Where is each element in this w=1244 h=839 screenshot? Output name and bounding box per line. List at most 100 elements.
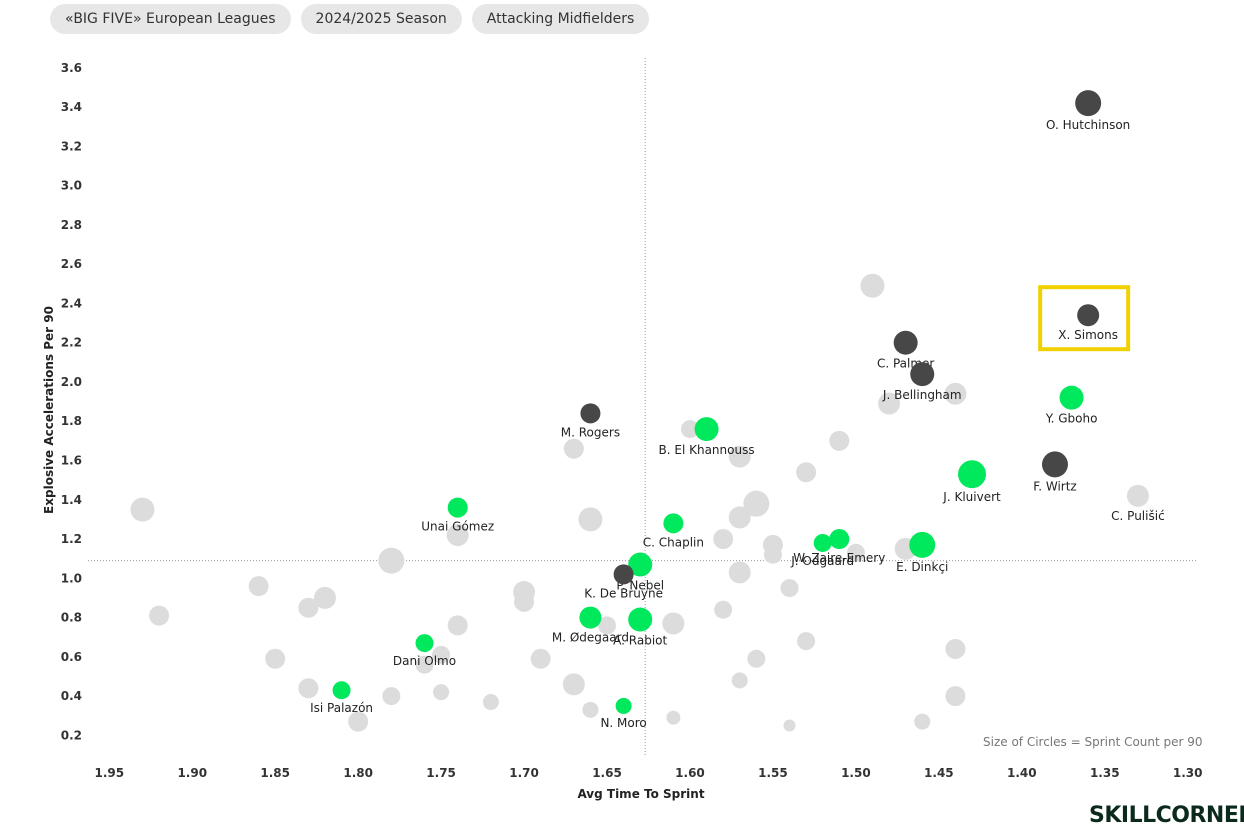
background-point: [797, 632, 816, 651]
y-tick-label: 0.2: [61, 728, 82, 742]
player-label: J. Kluivert: [942, 490, 1001, 504]
background-point: [562, 673, 585, 696]
player-label: B. El Khannouss: [659, 443, 755, 457]
background-point: [829, 430, 850, 451]
background-point: [530, 648, 551, 669]
player-label: C. Pulišić: [1111, 509, 1165, 523]
background-point: [598, 616, 617, 635]
background-point: [298, 678, 319, 699]
background-point: [265, 648, 286, 669]
background-point: [945, 638, 966, 659]
y-tick-label: 0.8: [61, 611, 82, 625]
player-label: Dani Olmo: [393, 654, 456, 668]
axes: 3.6 3.4 3.2 3.0 2.8 2.6 2.4 2.2 2.0 1.8 1.6 1.4 1.2 1…: [61, 61, 1203, 780]
x-tick-label: 1.70: [509, 766, 539, 780]
player-label: J. Bellingham: [882, 388, 962, 402]
player-label: Unai Gómez: [421, 520, 494, 534]
y-tick-label: 3.0: [61, 179, 82, 193]
player-point[interactable]: [663, 513, 684, 534]
reference-lines: [88, 58, 1196, 755]
player-label: K. De Bruyne: [584, 586, 663, 600]
y-tick-label: 2.2: [61, 336, 82, 350]
background-point: [780, 579, 799, 598]
y-tick-label: 1.0: [61, 571, 82, 585]
background-point: [298, 597, 319, 618]
size-legend-note: Size of Circles = Sprint Count per 90: [983, 735, 1203, 749]
background-point: [378, 547, 405, 574]
background-point: [763, 545, 782, 564]
x-tick-label: 1.45: [924, 766, 954, 780]
player-point[interactable]: [332, 681, 351, 700]
player-point[interactable]: [1075, 90, 1102, 117]
background-point: [447, 615, 468, 636]
x-tick-label: 1.65: [592, 766, 622, 780]
player-point[interactable]: [1041, 451, 1068, 478]
x-tick-label: 1.75: [426, 766, 456, 780]
player-point[interactable]: [1059, 385, 1084, 410]
player-point[interactable]: [628, 552, 653, 577]
player-point[interactable]: [628, 607, 653, 632]
player-point[interactable]: [580, 403, 601, 424]
background-point: [433, 684, 450, 701]
background-point: [382, 687, 401, 706]
background-point: [731, 672, 748, 689]
background-point: [248, 576, 269, 597]
background-point: [432, 645, 451, 664]
background-point: [728, 506, 751, 529]
x-tick-label: 1.55: [758, 766, 788, 780]
player-point[interactable]: [910, 362, 935, 387]
y-tick-label: 1.2: [61, 532, 82, 546]
y-tick-label: 3.6: [61, 61, 82, 75]
player-point[interactable]: [829, 529, 850, 550]
background-point: [860, 273, 885, 298]
background-point: [728, 561, 751, 584]
player-point[interactable]: [447, 497, 468, 518]
background-point: [578, 507, 603, 532]
player-point[interactable]: [415, 634, 434, 653]
filter-chip-position[interactable]: Attacking Midfielders: [471, 4, 650, 34]
filter-chip-season[interactable]: 2024/2025 Season: [300, 4, 462, 34]
background-point: [728, 445, 751, 468]
player-point[interactable]: [958, 460, 987, 489]
y-tick-label: 1.4: [61, 493, 82, 507]
player-point[interactable]: [813, 533, 832, 552]
x-tick-label: 1.90: [177, 766, 207, 780]
background-point: [313, 586, 336, 609]
y-tick-label: 3.4: [61, 100, 82, 114]
background-point: [878, 392, 901, 415]
background-point: [482, 693, 499, 710]
player-label: M. Ødegaard: [552, 631, 629, 645]
background-point: [662, 612, 685, 635]
background-point: [582, 701, 599, 718]
player-label: C. Chaplin: [643, 535, 704, 549]
filter-chip-leagues[interactable]: «BIG FIVE» European Leagues: [50, 4, 291, 34]
player-label: X. Simons: [1058, 328, 1118, 342]
background-point: [713, 529, 734, 550]
y-tick-label: 1.8: [61, 414, 82, 428]
player-point[interactable]: [579, 606, 602, 629]
background-point: [415, 655, 434, 674]
player-label: W. Zaire-Emery: [793, 551, 885, 565]
player-label: Y. Gboho: [1045, 412, 1098, 426]
y-tick-label: 2.8: [61, 218, 82, 232]
player-point[interactable]: [1077, 304, 1100, 327]
player-label: O. Hutchinson: [1046, 118, 1130, 132]
y-tick-label: 0.6: [61, 650, 82, 664]
player-point[interactable]: [694, 417, 719, 442]
player-point[interactable]: [615, 697, 632, 714]
filter-bar: «BIG FIVE» European Leagues 2024/2025 Se…: [50, 4, 650, 34]
player-point[interactable]: [1126, 484, 1149, 507]
background-point: [130, 497, 155, 522]
skillcorner-logo: SKILLCORNER: [1089, 803, 1244, 828]
background-point: [914, 713, 931, 730]
y-tick-label: 3.2: [61, 139, 82, 153]
background-point: [846, 543, 865, 562]
background-point: [680, 420, 699, 439]
player-point[interactable]: [893, 330, 918, 355]
x-tick-label: 1.30: [1173, 766, 1203, 780]
player-point[interactable]: [613, 564, 634, 585]
background-point: [514, 591, 535, 612]
player-point[interactable]: [909, 531, 936, 558]
